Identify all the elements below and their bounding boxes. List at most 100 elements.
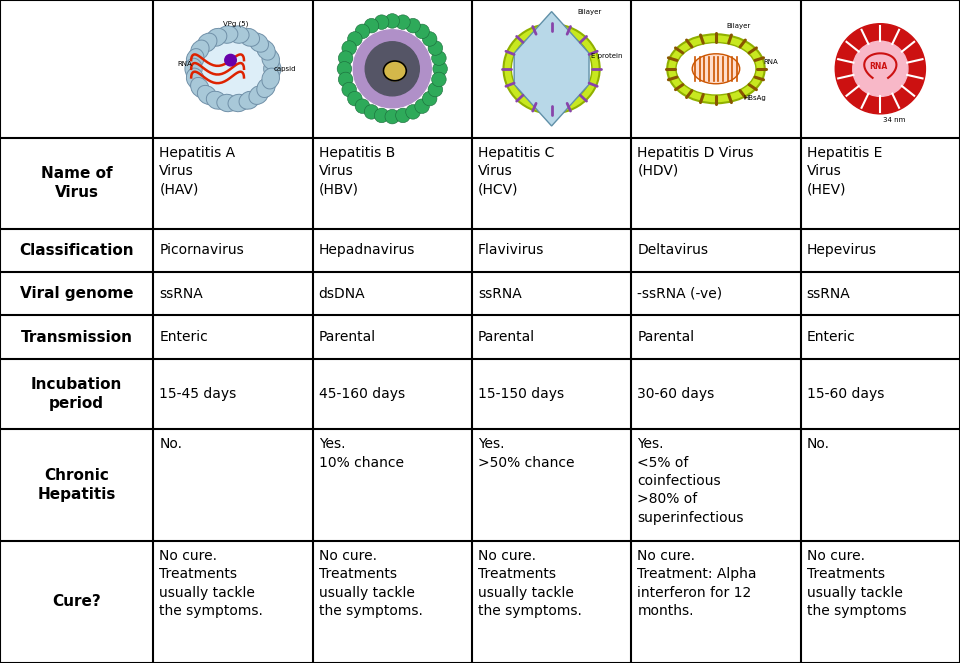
Circle shape	[415, 99, 429, 113]
Ellipse shape	[186, 68, 204, 89]
Text: VPg (5): VPg (5)	[223, 21, 248, 27]
Ellipse shape	[262, 48, 279, 70]
Circle shape	[396, 15, 410, 29]
Circle shape	[342, 40, 356, 55]
Text: E protein: E protein	[590, 54, 622, 60]
Text: No cure.
Treatments
usually tackle
the symptoms.: No cure. Treatments usually tackle the s…	[478, 549, 582, 618]
Text: No cure.
Treatments
usually tackle
the symptoms: No cure. Treatments usually tackle the s…	[806, 549, 906, 618]
Text: Cure?: Cure?	[52, 595, 101, 609]
Text: HBsAg: HBsAg	[743, 95, 766, 101]
Ellipse shape	[185, 58, 203, 80]
Text: ssRNA: ssRNA	[159, 286, 203, 301]
Ellipse shape	[257, 78, 276, 97]
Text: Deltavirus: Deltavirus	[637, 243, 708, 257]
Circle shape	[835, 24, 925, 114]
Ellipse shape	[217, 94, 238, 111]
Circle shape	[225, 54, 236, 66]
Ellipse shape	[228, 26, 249, 43]
Ellipse shape	[191, 78, 209, 97]
Circle shape	[406, 19, 420, 33]
Ellipse shape	[198, 86, 217, 104]
Text: Parental: Parental	[319, 330, 375, 344]
Circle shape	[355, 99, 370, 113]
Text: capsid: capsid	[274, 66, 297, 72]
Ellipse shape	[262, 68, 279, 89]
Text: Hepatitis D Virus
(HDV): Hepatitis D Virus (HDV)	[637, 146, 754, 178]
Ellipse shape	[206, 91, 227, 109]
Text: Parental: Parental	[478, 330, 535, 344]
Ellipse shape	[383, 61, 406, 81]
Circle shape	[364, 105, 379, 119]
Polygon shape	[515, 11, 589, 126]
Ellipse shape	[239, 91, 259, 109]
Ellipse shape	[239, 29, 259, 46]
Text: dsDNA: dsDNA	[319, 286, 365, 301]
Text: 15-150 days: 15-150 days	[478, 387, 564, 401]
Ellipse shape	[217, 26, 238, 43]
Circle shape	[374, 108, 389, 123]
Circle shape	[432, 51, 446, 66]
Circle shape	[353, 30, 431, 108]
Text: Hepatitis E
Virus
(HEV): Hepatitis E Virus (HEV)	[806, 146, 882, 196]
Circle shape	[432, 72, 446, 87]
Text: Name of
Virus: Name of Virus	[41, 166, 112, 200]
Ellipse shape	[257, 40, 276, 60]
Ellipse shape	[692, 54, 740, 84]
Circle shape	[338, 72, 353, 87]
Ellipse shape	[206, 29, 227, 46]
Circle shape	[415, 24, 429, 38]
Text: Enteric: Enteric	[806, 330, 855, 344]
Ellipse shape	[264, 58, 281, 80]
Text: Hepatitis C
Virus
(HCV): Hepatitis C Virus (HCV)	[478, 146, 554, 196]
Ellipse shape	[191, 40, 209, 60]
Text: No cure.
Treatments
usually tackle
the symptoms.: No cure. Treatments usually tackle the s…	[319, 549, 422, 618]
Text: Yes.
>50% chance: Yes. >50% chance	[478, 437, 574, 469]
Text: No cure.
Treatments
usually tackle
the symptoms.: No cure. Treatments usually tackle the s…	[159, 549, 263, 618]
Ellipse shape	[667, 34, 765, 103]
Ellipse shape	[204, 43, 262, 95]
Text: Yes.
<5% of
coinfectious
>80% of
superinfectious: Yes. <5% of coinfectious >80% of superin…	[637, 437, 744, 525]
Ellipse shape	[249, 33, 269, 52]
Circle shape	[337, 62, 351, 76]
Ellipse shape	[503, 24, 600, 113]
Text: ssRNA: ssRNA	[478, 286, 521, 301]
Text: Enteric: Enteric	[159, 330, 208, 344]
Text: Transmission: Transmission	[20, 330, 132, 345]
Text: -ssRNA (-ve): -ssRNA (-ve)	[637, 286, 722, 301]
Text: 30-60 days: 30-60 days	[637, 387, 714, 401]
Circle shape	[406, 105, 420, 119]
Text: No cure.
Treatment: Alpha
interferon for 12
months.: No cure. Treatment: Alpha interferon for…	[637, 549, 756, 618]
Text: Flavivirus: Flavivirus	[478, 243, 544, 257]
Circle shape	[365, 42, 420, 96]
Text: Chronic
Hepatitis: Chronic Hepatitis	[37, 468, 116, 502]
Text: RNA: RNA	[869, 62, 887, 71]
Circle shape	[385, 14, 399, 29]
Text: Bilayer: Bilayer	[578, 9, 602, 15]
Text: 15-60 days: 15-60 days	[806, 387, 884, 401]
Text: Hepadnavirus: Hepadnavirus	[319, 243, 415, 257]
Text: Incubation
period: Incubation period	[31, 377, 122, 411]
Text: Parental: Parental	[637, 330, 694, 344]
Ellipse shape	[249, 86, 269, 104]
Circle shape	[374, 15, 389, 29]
Ellipse shape	[676, 42, 756, 95]
Circle shape	[348, 91, 362, 106]
Circle shape	[338, 51, 353, 66]
Circle shape	[422, 32, 437, 46]
Text: 45-160 days: 45-160 days	[319, 387, 405, 401]
Ellipse shape	[512, 32, 592, 105]
Text: Yes.
10% chance: Yes. 10% chance	[319, 437, 403, 469]
Circle shape	[385, 109, 399, 124]
Ellipse shape	[186, 48, 204, 70]
Text: Bilayer: Bilayer	[726, 23, 750, 29]
Circle shape	[433, 62, 447, 76]
Text: RNA: RNA	[178, 62, 192, 68]
Text: Classification: Classification	[19, 243, 134, 258]
Circle shape	[396, 108, 410, 123]
Text: 34 nm: 34 nm	[882, 117, 905, 123]
Text: Hepevirus: Hepevirus	[806, 243, 876, 257]
Text: Hepatitis A
Virus
(HAV): Hepatitis A Virus (HAV)	[159, 146, 235, 196]
Ellipse shape	[228, 94, 249, 111]
Circle shape	[852, 41, 908, 96]
Circle shape	[348, 32, 362, 46]
